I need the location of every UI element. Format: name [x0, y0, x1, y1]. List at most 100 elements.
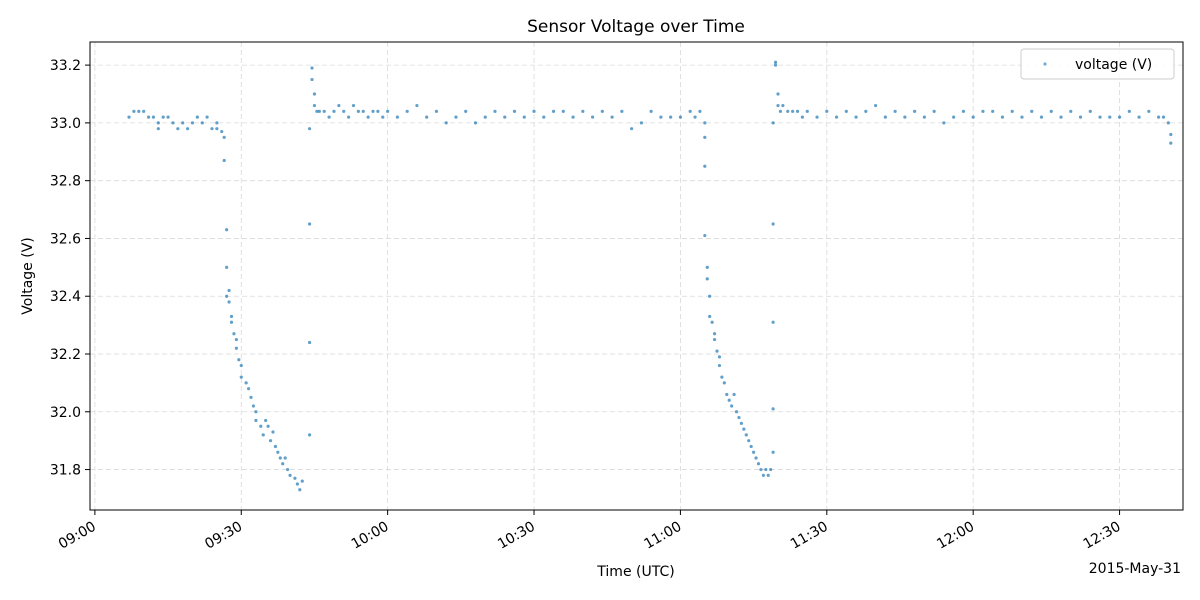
data-point	[307, 127, 312, 131]
data-point	[234, 337, 238, 342]
x-axis-label: Time (UTC)	[596, 564, 674, 580]
grid-lines	[90, 42, 1183, 510]
data-point	[244, 381, 248, 385]
y-tick-label: 32.2	[50, 347, 81, 363]
data-point	[747, 439, 751, 443]
data-point	[493, 109, 497, 113]
data-point	[971, 115, 975, 119]
x-tick-label: 09:00	[56, 519, 99, 553]
data-point	[730, 404, 734, 408]
y-tick-label: 32.4	[50, 289, 81, 305]
data-point	[610, 115, 614, 119]
data-point	[581, 109, 585, 113]
data-point	[1147, 109, 1151, 113]
data-point	[742, 427, 746, 431]
x-tick-label: 12:30	[1081, 519, 1124, 553]
data-point	[132, 109, 136, 113]
legend: voltage (V)	[1020, 48, 1175, 80]
data-point	[712, 337, 717, 342]
data-point	[307, 340, 312, 345]
data-point	[181, 121, 185, 125]
data-point	[286, 467, 290, 472]
data-point	[781, 103, 785, 108]
legend-label: voltage (V)	[1075, 57, 1152, 73]
data-point	[766, 473, 770, 477]
data-point	[215, 121, 219, 125]
data-point	[405, 109, 409, 113]
data-point	[720, 375, 724, 379]
data-point	[1039, 115, 1044, 119]
data-point	[293, 476, 297, 480]
data-point	[744, 433, 748, 437]
y-tick-label: 31.8	[50, 463, 81, 479]
data-point	[300, 479, 304, 483]
data-point	[756, 462, 761, 466]
data-point	[259, 424, 263, 428]
data-point	[229, 320, 234, 324]
x-tick-label: 11:30	[788, 519, 831, 553]
data-point	[703, 233, 707, 238]
legend-box	[1020, 48, 1175, 80]
data-point	[268, 439, 273, 443]
data-point	[737, 415, 741, 420]
data-point	[708, 294, 712, 298]
data-point	[166, 115, 170, 119]
data-point	[1020, 115, 1024, 119]
data-point	[693, 115, 697, 119]
data-point	[590, 115, 595, 119]
data-point	[1166, 121, 1170, 125]
y-tick-label: 32.6	[50, 231, 81, 247]
data-point	[1078, 115, 1083, 119]
data-point	[864, 109, 868, 113]
y-tick-label: 32.8	[50, 174, 81, 190]
data-point	[266, 424, 270, 428]
data-point	[142, 109, 146, 113]
data-point	[542, 115, 546, 119]
data-point	[754, 456, 758, 460]
data-point	[210, 127, 214, 131]
data-point	[717, 355, 722, 359]
data-point	[703, 135, 707, 139]
data-point	[620, 109, 624, 113]
data-point	[312, 103, 317, 108]
data-point	[200, 121, 204, 125]
data-point	[315, 109, 319, 113]
data-point	[715, 349, 719, 353]
data-point	[434, 109, 439, 113]
data-point	[805, 109, 809, 113]
data-point	[773, 63, 778, 67]
data-point	[791, 109, 795, 113]
x-tick-label: 11:00	[641, 519, 684, 553]
data-point	[776, 103, 780, 108]
data-point	[295, 482, 299, 486]
data-point	[873, 103, 878, 108]
data-point	[717, 363, 722, 368]
data-point	[327, 115, 331, 119]
data-point	[893, 109, 897, 113]
data-point	[732, 392, 736, 397]
data-point	[356, 109, 360, 113]
data-point	[307, 222, 312, 226]
data-point	[764, 467, 768, 472]
data-point	[1161, 115, 1166, 119]
data-point	[522, 115, 526, 119]
x-axis-ticks: 09:00 09:30 10:00 10:30 11:00 11:30 12:00 12:30	[56, 510, 1124, 553]
data-point	[281, 462, 285, 466]
data-point	[234, 346, 238, 350]
data-point	[251, 404, 256, 408]
scatter-points	[127, 60, 1173, 492]
data-point	[232, 332, 236, 336]
chart-title: Sensor Voltage over Time	[527, 17, 745, 37]
data-point	[659, 115, 663, 119]
data-point	[312, 92, 317, 96]
data-point	[698, 109, 702, 113]
data-point	[283, 456, 287, 460]
data-point	[708, 314, 712, 319]
data-point	[649, 109, 653, 113]
data-point	[347, 115, 351, 119]
data-point	[703, 164, 707, 168]
plot-area-frame	[89, 41, 1184, 511]
data-point	[600, 109, 604, 113]
data-point	[639, 121, 643, 125]
data-point	[712, 332, 717, 336]
